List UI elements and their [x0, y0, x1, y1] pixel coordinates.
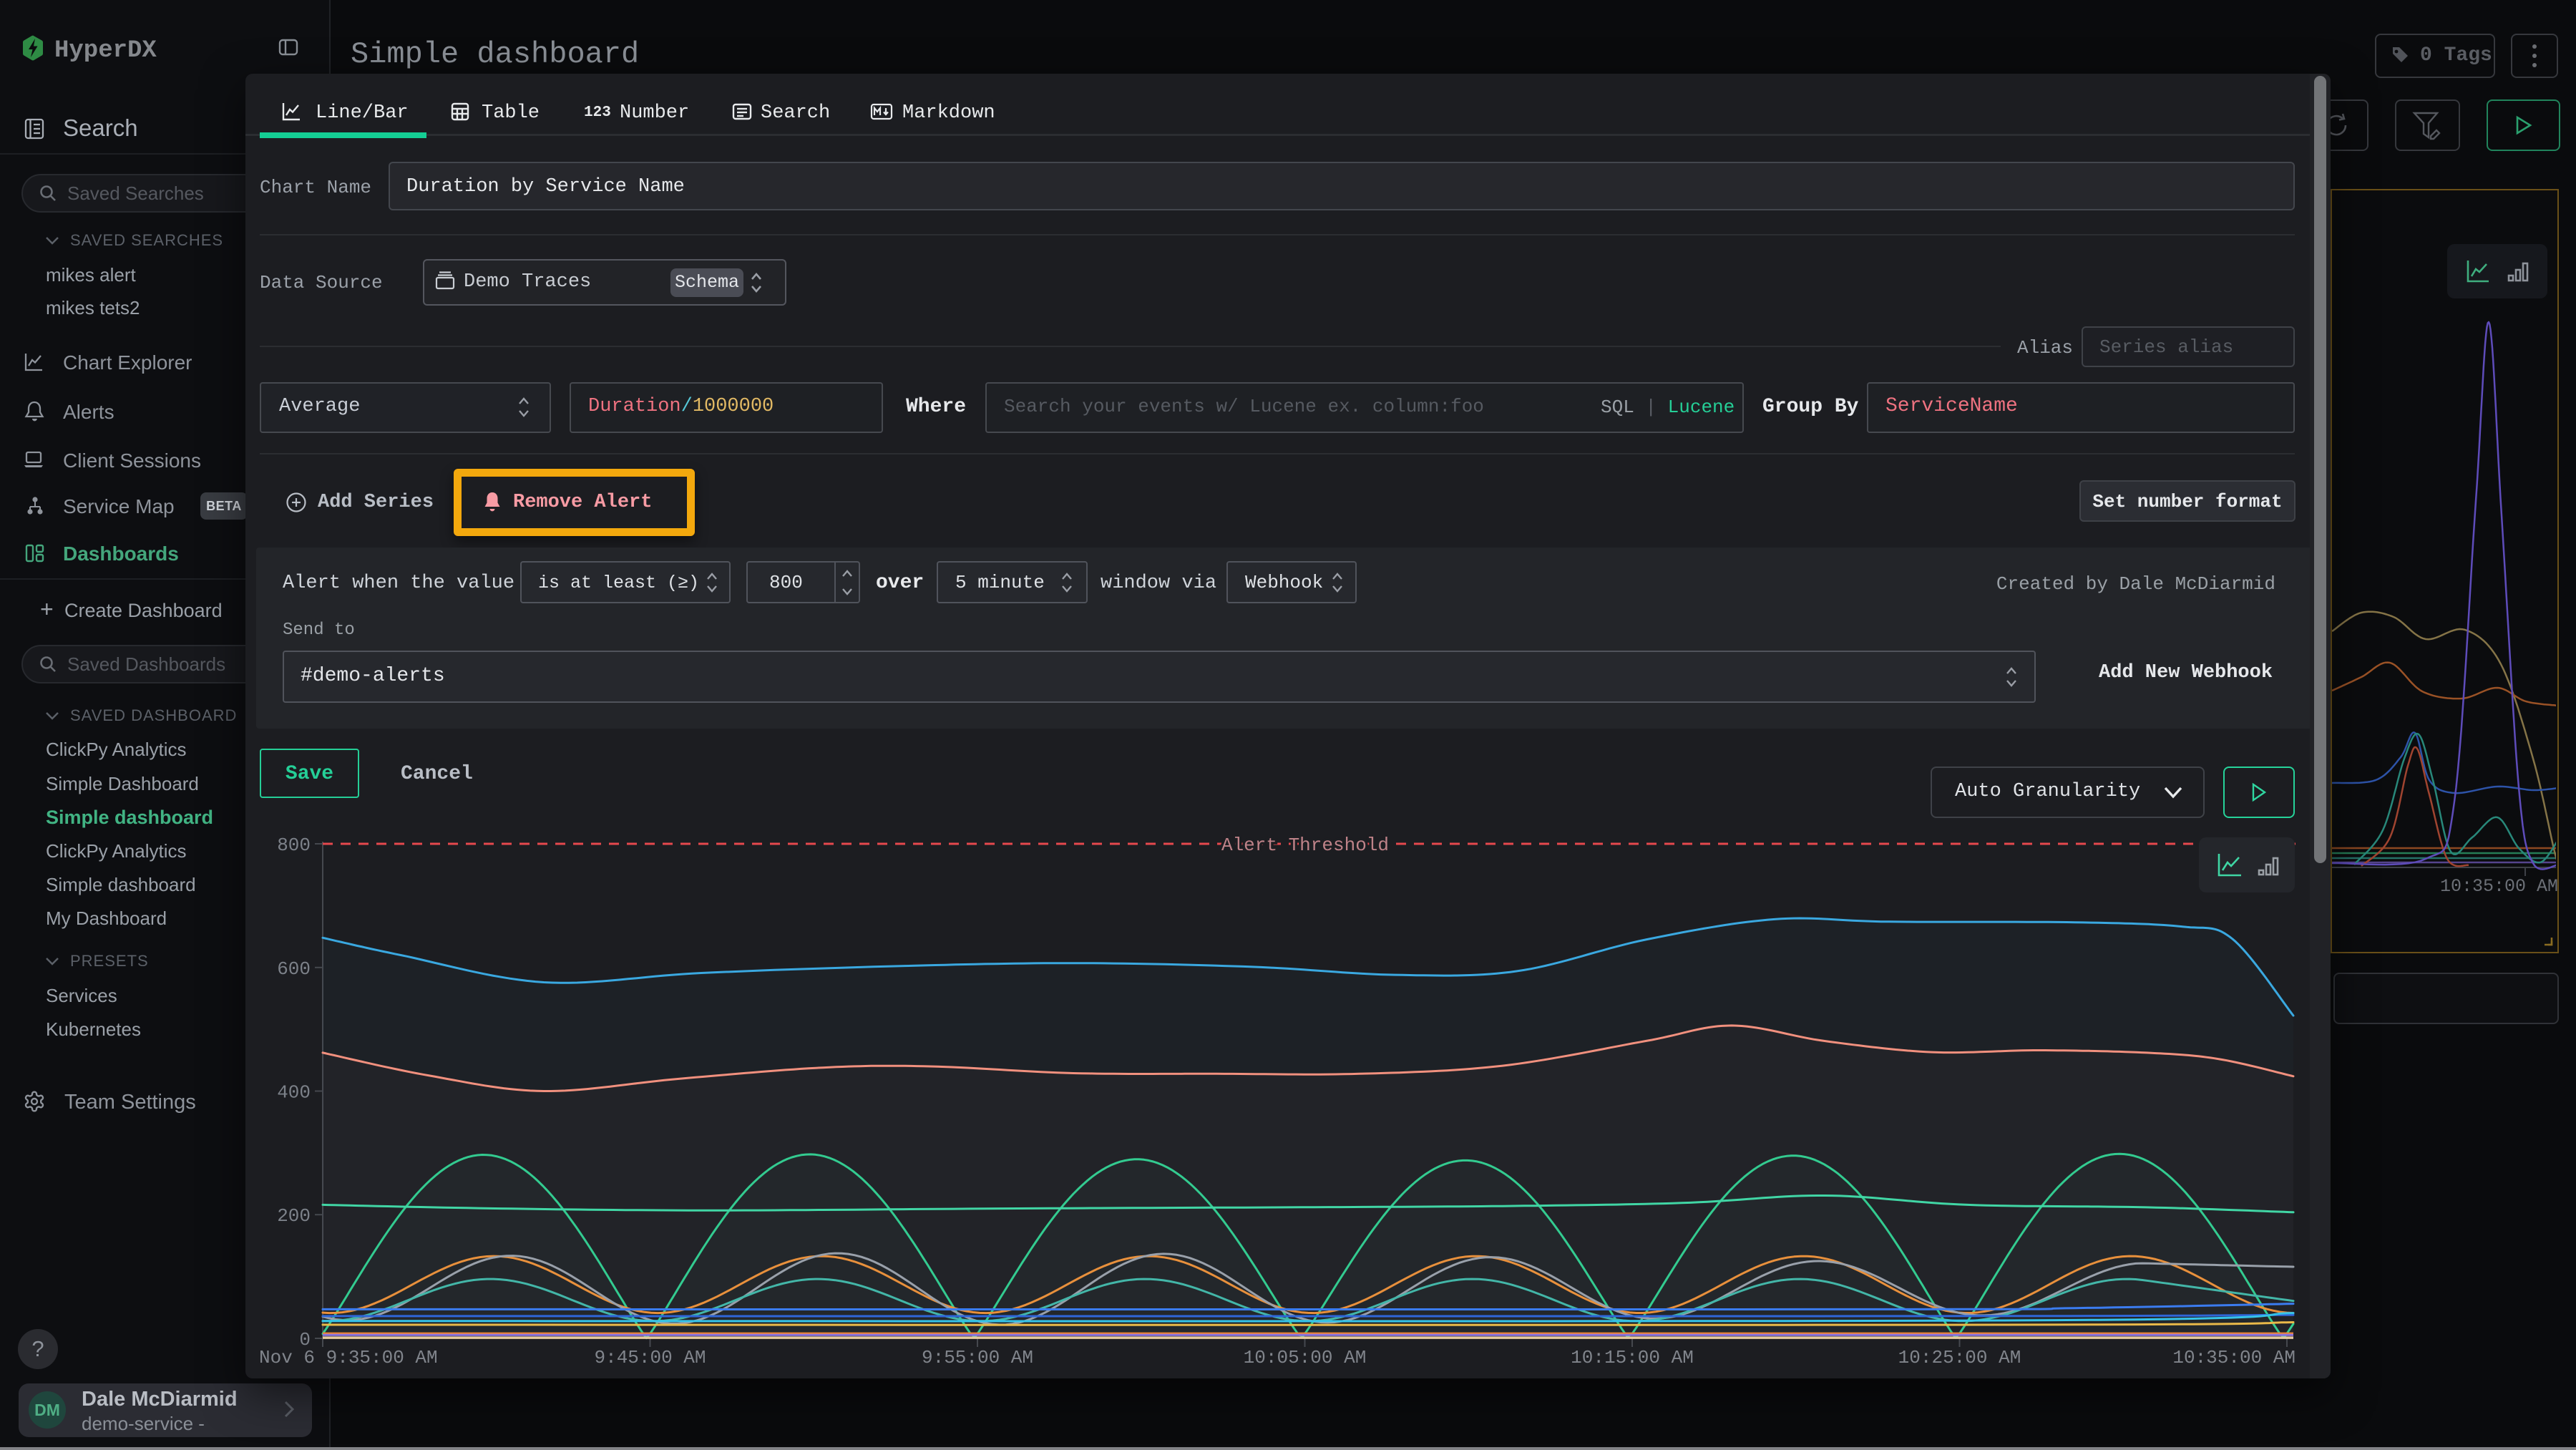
svg-text:9:45:00 AM: 9:45:00 AM	[594, 1347, 706, 1368]
svg-text:400: 400	[277, 1082, 311, 1104]
svg-text:200: 200	[277, 1205, 311, 1227]
svg-text:600: 600	[277, 958, 311, 980]
svg-text:Alert Threshold: Alert Threshold	[1221, 835, 1389, 856]
svg-text:10:25:00 AM: 10:25:00 AM	[1898, 1347, 2021, 1368]
svg-text:10:35:00 AM: 10:35:00 AM	[2172, 1347, 2296, 1368]
svg-text:0: 0	[299, 1329, 311, 1351]
svg-text:800: 800	[277, 835, 311, 856]
svg-text:Nov 6 9:35:00 AM: Nov 6 9:35:00 AM	[259, 1347, 438, 1368]
svg-text:10:05:00 AM: 10:05:00 AM	[1244, 1347, 1367, 1368]
svg-text:10:15:00 AM: 10:15:00 AM	[1571, 1347, 1694, 1368]
svg-text:9:55:00 AM: 9:55:00 AM	[922, 1347, 1033, 1368]
